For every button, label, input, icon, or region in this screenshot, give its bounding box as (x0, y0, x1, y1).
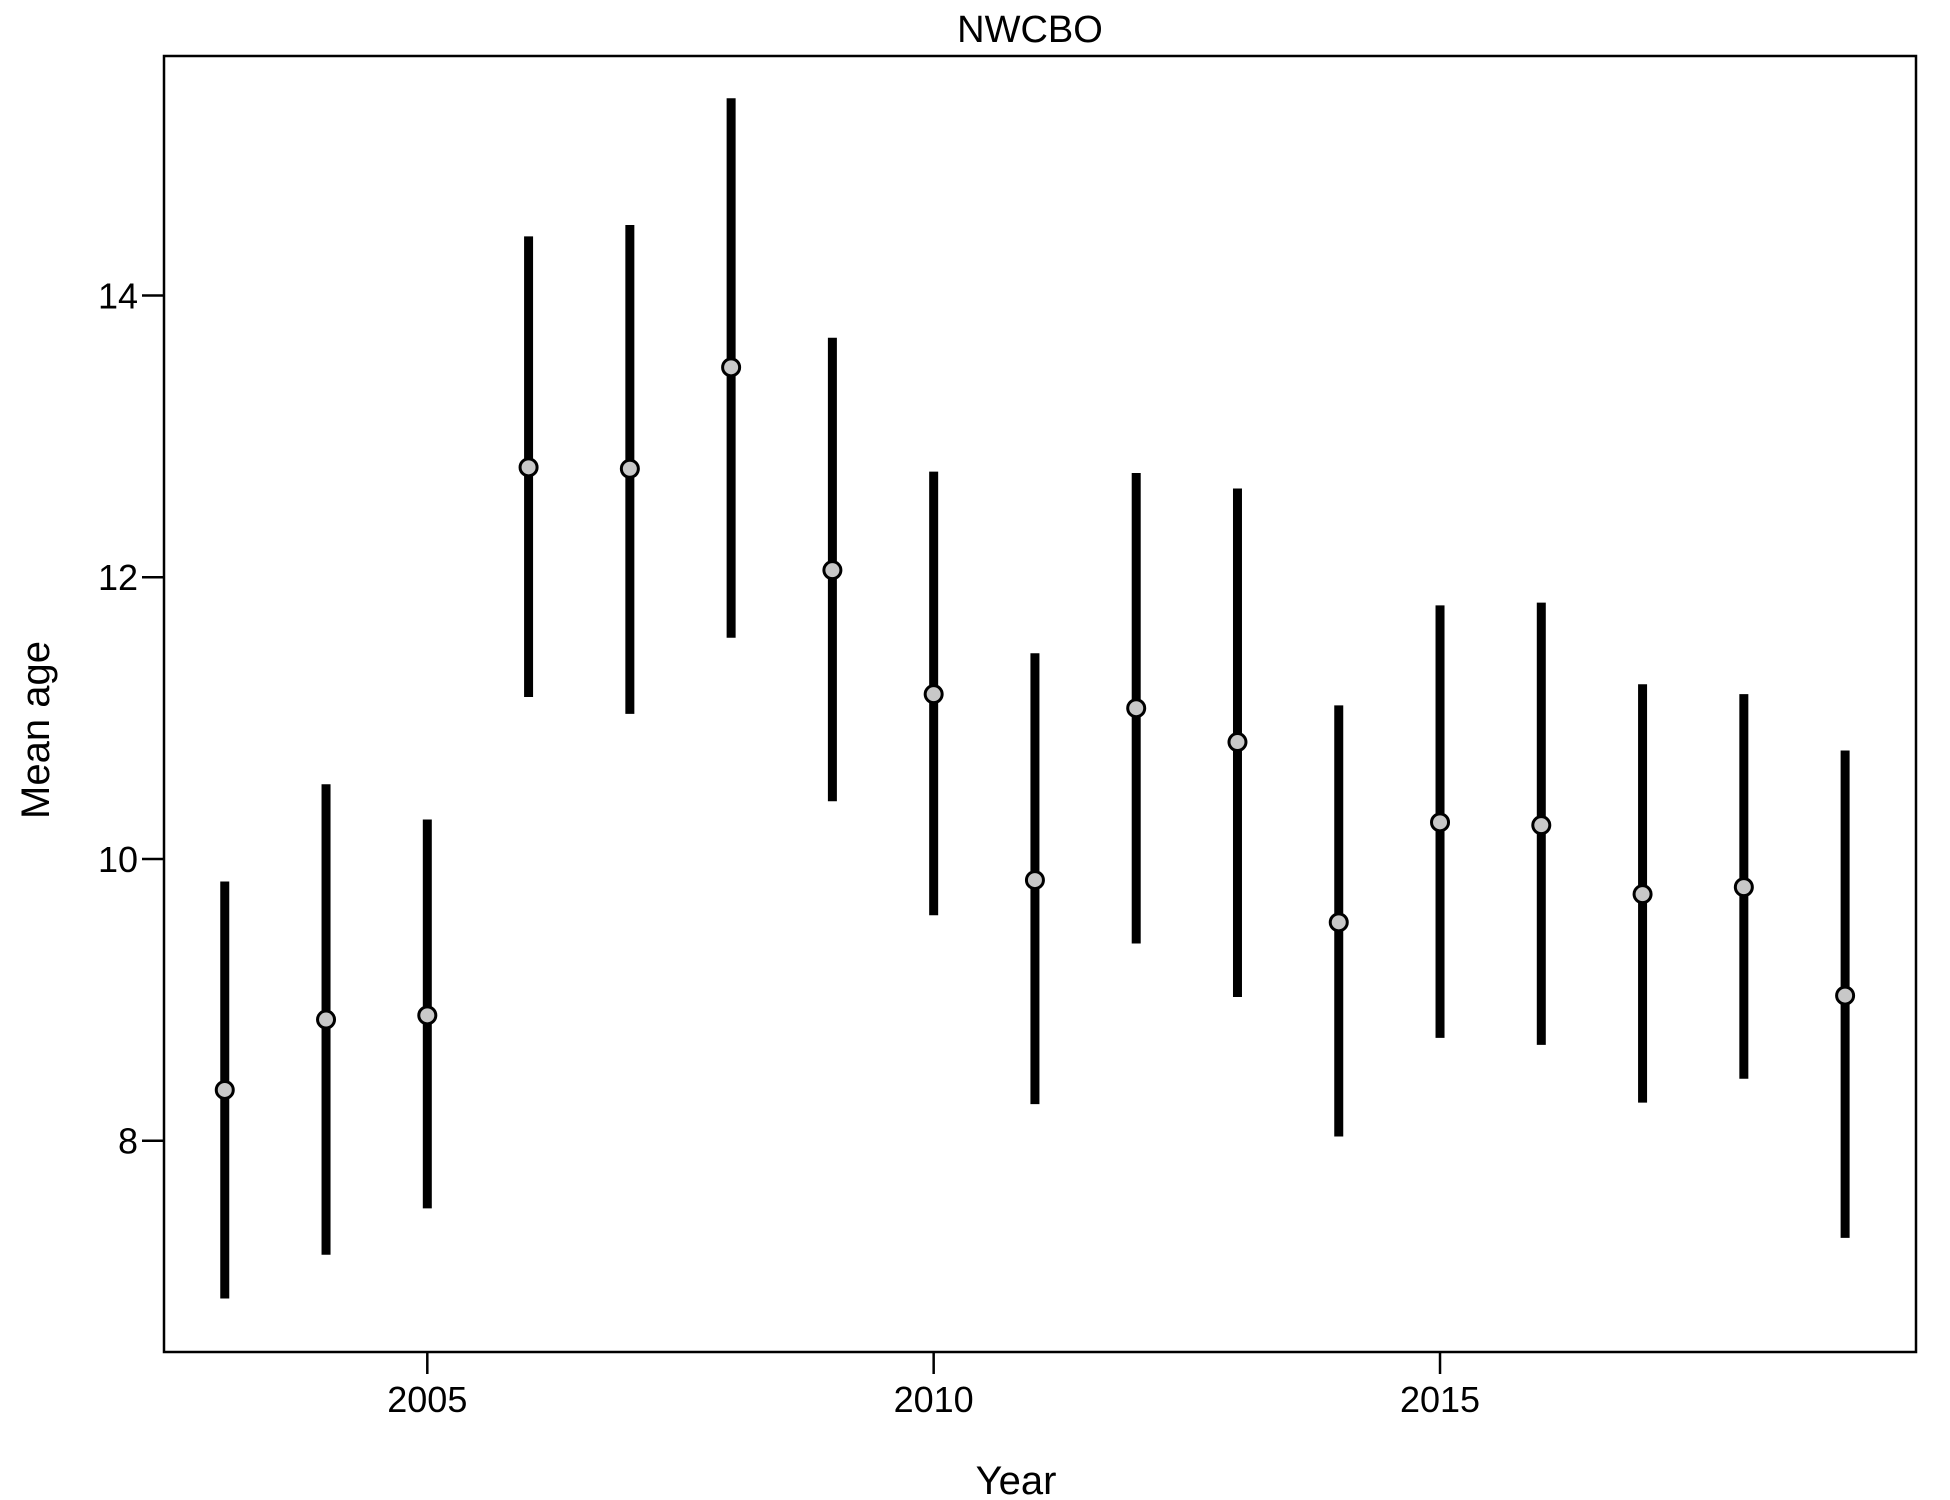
plot-frame (162, 54, 1918, 1354)
x-tick-label: 2015 (1400, 1379, 1480, 1420)
y-tick-label: 12 (98, 557, 138, 598)
data-point (1531, 815, 1552, 836)
y-tick-label: 8 (118, 1121, 138, 1162)
y-tick-label: 10 (98, 839, 138, 880)
data-point (1227, 732, 1248, 753)
y-tick-label: 14 (98, 275, 138, 316)
data-point (518, 457, 539, 478)
data-point (1430, 812, 1451, 833)
data-points (214, 357, 1856, 1100)
data-point (822, 560, 843, 581)
chart-title: NWCBO (957, 9, 1103, 51)
data-point (214, 1079, 235, 1100)
x-tick-label: 2005 (387, 1379, 467, 1420)
x-axis-label: Year (976, 1459, 1057, 1500)
error-bars (220, 98, 1850, 1299)
data-point (923, 684, 944, 705)
y-axis: 8 10 12 14 (98, 275, 164, 1162)
data-point (721, 357, 742, 378)
data-point (316, 1009, 337, 1030)
data-point (1632, 884, 1653, 905)
data-point (417, 1005, 438, 1026)
data-point (1328, 912, 1349, 933)
data-point (1126, 698, 1147, 719)
y-axis-label: Mean age (14, 641, 58, 819)
x-axis: 2005 2010 2015 (387, 1352, 1480, 1420)
data-point (619, 458, 640, 479)
data-point (1024, 870, 1045, 891)
data-point (1835, 985, 1856, 1006)
x-tick-label: 2010 (894, 1379, 974, 1420)
data-point (1733, 877, 1754, 898)
